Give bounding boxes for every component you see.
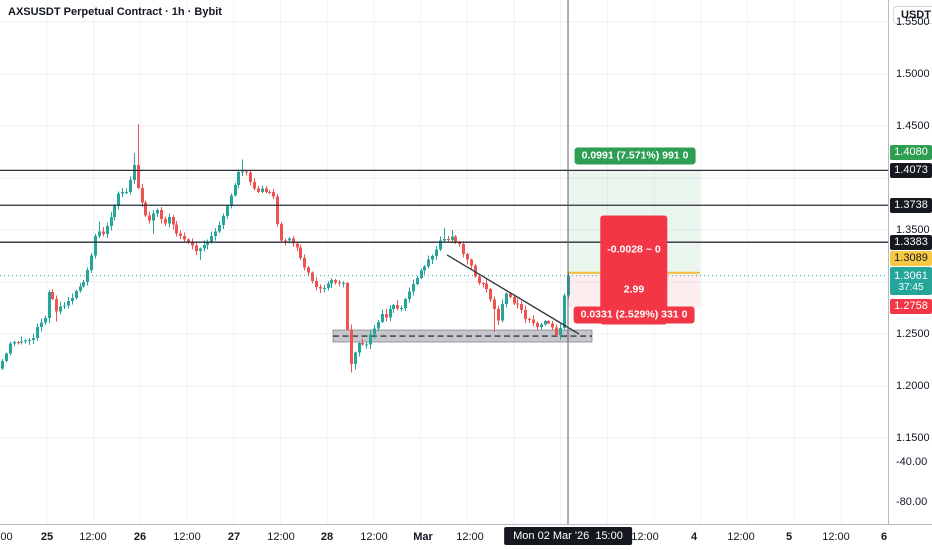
price-tick: -80.00 bbox=[896, 496, 928, 508]
target-price-badge: 1.4080 bbox=[890, 144, 932, 160]
entry-pnl-badge[interactable]: -0.0028 ~ 0 2.99 bbox=[600, 215, 668, 325]
time-label: 12:00 bbox=[173, 531, 201, 543]
time-label: 12:00 bbox=[727, 531, 755, 543]
price-tick: 1.2000 bbox=[896, 380, 930, 392]
usdt-unit-button[interactable]: USDT bbox=[893, 6, 932, 24]
price-tick: 1.3500 bbox=[896, 224, 930, 236]
time-label: 6 bbox=[880, 531, 888, 543]
time-label: 26 bbox=[133, 531, 147, 543]
price-tick: -40.00 bbox=[896, 456, 928, 468]
price-tick: 1.1500 bbox=[896, 432, 930, 444]
hline-price-badge-1: 1.4073 bbox=[890, 162, 932, 178]
price-tick: 1.5000 bbox=[896, 68, 930, 80]
time-label: 4 bbox=[690, 531, 698, 543]
price-axis[interactable]: USDT 1.5500 1.5000 1.4500 1.3500 1.2500 1.200… bbox=[888, 0, 932, 524]
time-label: 12:00 bbox=[79, 531, 107, 543]
grid bbox=[0, 0, 888, 524]
stop-price-badge: 1.2758 bbox=[890, 298, 932, 314]
time-label: 28 bbox=[320, 531, 334, 543]
chart-area[interactable]: AXSUSDT Perpetual Contract · 1h · Bybit … bbox=[0, 0, 888, 524]
time-label: 5 bbox=[785, 531, 793, 543]
price-tick: 1.4500 bbox=[896, 120, 930, 132]
hline-price-badge-3: 1.3383 bbox=[890, 234, 932, 250]
last-price-badge: 1.3061 37:45 bbox=[890, 267, 932, 295]
entry-quantity: 2.99 bbox=[623, 283, 645, 296]
time-label: 12:00 bbox=[822, 531, 850, 543]
time-label: 12:00 bbox=[456, 531, 484, 543]
entry-pnl-value: -0.0028 ~ 0 bbox=[607, 243, 661, 256]
price-tick: 1.2500 bbox=[896, 328, 930, 340]
hline-price-badge-2: 1.3738 bbox=[890, 197, 932, 213]
stop-loss-badge[interactable]: 0.0331 (2.529%) 331 0 bbox=[573, 306, 695, 324]
profit-target-badge[interactable]: 0.0991 (7.571%) 991 0 bbox=[574, 147, 696, 165]
crosshair-time-badge: Mon 02 Mar '26 15:00 bbox=[504, 527, 632, 545]
time-label: 27 bbox=[227, 531, 241, 543]
time-label: 12:00 bbox=[631, 531, 659, 543]
support-zone-drawing[interactable] bbox=[332, 329, 593, 343]
time-axis[interactable]: Mon 02 Mar '26 15:00 :00 25 12:00 26 12:00 27… bbox=[0, 524, 932, 550]
price-tick: 1.5500 bbox=[896, 16, 930, 28]
candlestick-chart[interactable] bbox=[0, 0, 888, 524]
time-label: 12:00 bbox=[360, 531, 388, 543]
time-label: :00 bbox=[0, 531, 13, 543]
entry-price-badge: 1.3089 bbox=[890, 250, 932, 266]
time-label: Mar bbox=[413, 531, 433, 543]
trendline-drawing[interactable] bbox=[446, 254, 580, 335]
time-label: 12:00 bbox=[267, 531, 295, 543]
time-label: 25 bbox=[40, 531, 54, 543]
candles bbox=[1, 123, 570, 373]
symbol-title: AXSUSDT Perpetual Contract · 1h · Bybit bbox=[8, 6, 222, 18]
